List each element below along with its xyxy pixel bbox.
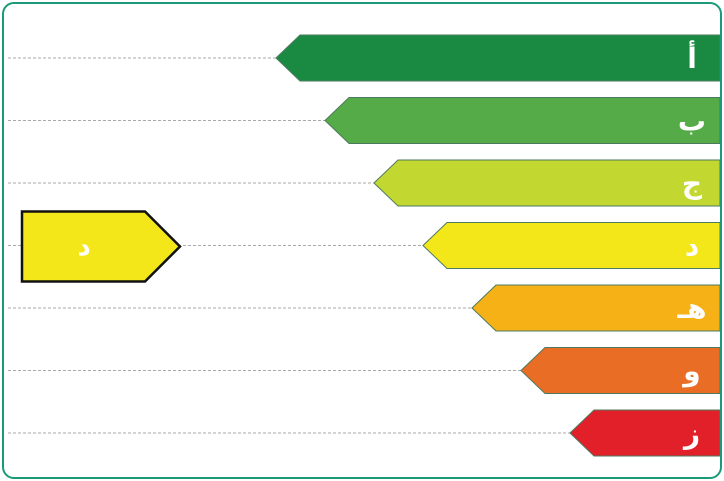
current-rating-letter: د <box>77 233 90 263</box>
rating-bar <box>520 347 720 394</box>
rating-bar-letter: هـ <box>677 292 707 325</box>
rating-bar-letter: د <box>685 230 699 263</box>
rating-bar-letter: أ <box>687 40 697 75</box>
guide-lines <box>8 57 570 434</box>
rating-bar <box>373 159 720 207</box>
rating-bar <box>569 409 720 457</box>
rating-bar <box>471 284 720 332</box>
rating-bar <box>324 97 720 144</box>
rating-bar-letter: ج <box>682 167 703 201</box>
rating-bar <box>422 222 720 269</box>
current-rating-arrow <box>20 210 182 283</box>
current-rating-indicator: د <box>20 210 182 283</box>
rating-bar <box>275 34 720 82</box>
rating-bar-letter: و <box>681 355 700 388</box>
rating-bar-letter: ب <box>678 105 706 138</box>
rating-bar-letter: ز <box>682 417 700 450</box>
